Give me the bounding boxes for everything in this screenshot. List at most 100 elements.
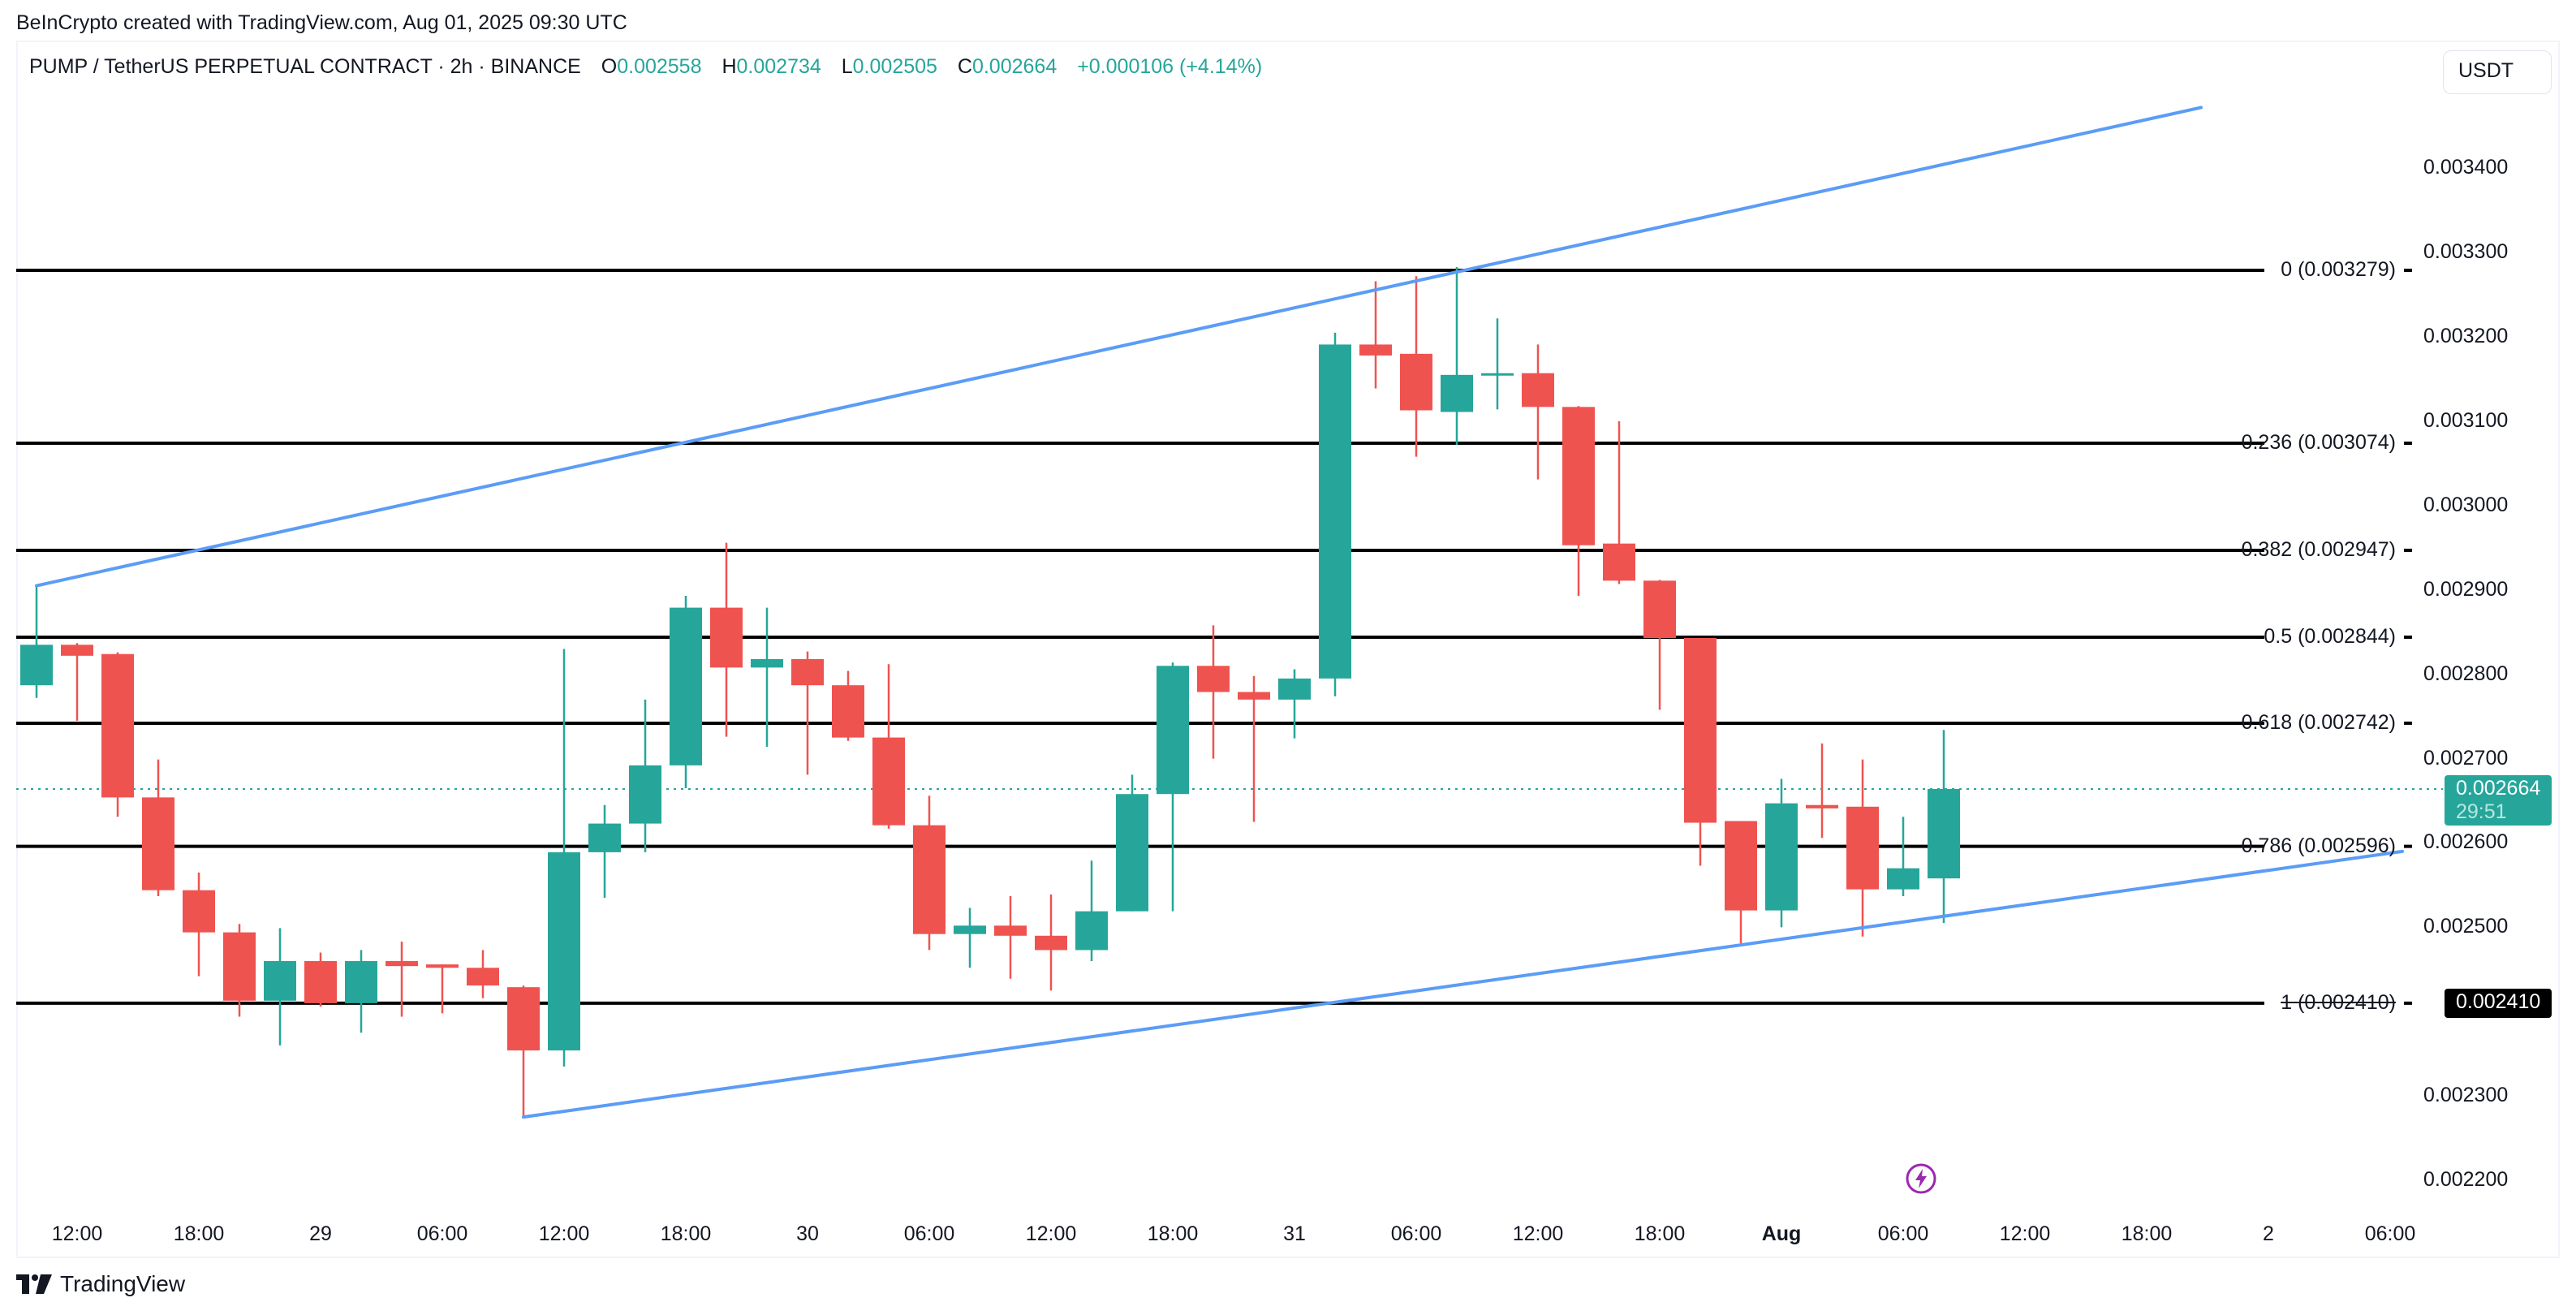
candle-up [1075,911,1108,951]
candle-up [1887,868,1919,890]
current-price-badge: 0.002664 29:51 [2445,775,2552,826]
candle-up [1441,374,1473,412]
time-axis-label: 12:00 [1512,1222,1564,1245]
time-axis-label: 12:00 [51,1222,103,1245]
time-axis-label: 18:00 [1147,1222,1199,1245]
candle-down [386,960,418,967]
candle-down [710,607,743,668]
time-axis-label: 06:00 [416,1222,468,1245]
candle-down [507,987,540,1051]
price-axis-label: 0.002700 [2423,746,2509,770]
high-value: 0.002734 [736,55,821,78]
candle-down [872,737,905,826]
candle-down [1806,804,1838,808]
time-axis-label: 06:00 [1390,1222,1442,1245]
time-axis-label: 06:00 [903,1222,955,1245]
candle-down [101,653,134,798]
candle-down [304,960,337,1003]
currency-unit-button[interactable]: USDT [2443,50,2552,94]
candle-down [1359,344,1392,356]
price-axis-label: 0.003100 [2423,408,2509,432]
chart-credit: BeInCrypto created with TradingView.com,… [16,11,627,34]
chart-frame [16,41,2560,1258]
fib-level-label: 0 (0.003279) [2281,258,2396,281]
price-axis-label: 0.002300 [2423,1084,2509,1107]
time-axis-label: 18:00 [2121,1222,2173,1245]
candle-down [832,685,864,738]
symbol-legend: PUMP / TetherUS PERPETUAL CONTRACT · 2h … [29,55,1262,79]
time-axis-label: 2 [2263,1222,2274,1245]
candle-down [1400,353,1432,411]
candle-up [1928,788,1960,879]
candle-up [264,960,296,1001]
time-axis-label: 06:00 [2364,1222,2416,1245]
time-axis-label: 12:00 [1999,1222,2051,1245]
candle-down [1846,806,1879,890]
candle-down [1603,543,1635,581]
tradingview-brand[interactable]: TradingView [16,1271,185,1297]
price-axis-label: 0.003000 [2423,493,2509,516]
high-label: H [722,55,737,78]
candle-up [751,658,783,668]
open-label: O [601,55,618,78]
candle-down [426,964,459,968]
candle-down [1238,692,1270,700]
candle-down [994,925,1027,936]
candle-down [1035,935,1067,951]
candle-down [791,658,824,686]
fib-price-badge: 0.002410 [2445,989,2552,1018]
time-axis-label: 12:00 [538,1222,590,1245]
current-price: 0.002664 [2456,777,2541,800]
price-axis-label: 0.002900 [2423,577,2509,601]
candle-down [1725,821,1757,911]
candle-up [20,645,53,686]
candle-down [1197,666,1230,692]
price-axis-label: 0.003400 [2423,156,2509,179]
fib-level-label: 1 (0.002410) [2281,990,2396,1014]
fib-level-label: 0.5 (0.002844) [2264,624,2396,648]
fib-level-label: 0.618 (0.002742) [2241,710,2396,734]
candle-up [1278,678,1311,700]
candle-up [1116,794,1148,912]
low-value: 0.002505 [852,55,937,78]
candle-up [1157,666,1189,795]
candle-countdown: 29:51 [2456,800,2507,823]
close-value: 0.002664 [971,55,1058,78]
price-axis-label: 0.003200 [2423,325,2509,348]
symbol-title[interactable]: PUMP / TetherUS PERPETUAL CONTRACT · 2h … [29,55,581,78]
candle-down [61,645,93,656]
candle-up [1481,373,1514,376]
time-axis-label: 18:00 [660,1222,712,1245]
fib-level-label: 0.382 (0.002947) [2241,537,2396,561]
time-axis-label: 30 [796,1222,819,1245]
candle-up [954,925,986,934]
price-axis-label: 0.002500 [2423,915,2509,938]
candle-down [1522,373,1554,407]
candle-up [1765,803,1798,911]
time-axis-label: 06:00 [1877,1222,1929,1245]
candle-down [913,825,946,934]
price-axis-label: 0.003300 [2423,240,2509,264]
candle-down [1562,407,1595,545]
fib-level-label: 0.786 (0.002596) [2241,834,2396,857]
candle-up [345,960,377,1003]
tradingview-logo-icon [16,1274,52,1294]
open-value: 0.002558 [617,55,702,78]
price-axis-label: 0.002600 [2423,830,2509,854]
time-axis-label: 18:00 [1634,1222,1686,1245]
candle-up [548,852,580,1051]
tradingview-wordmark: TradingView [60,1271,186,1296]
close-label: C [957,55,972,78]
fib-level-label: 0.236 (0.003074) [2241,430,2396,454]
candle-down [223,932,256,1001]
candle-up [1319,344,1351,679]
price-axis-label: 0.002800 [2423,662,2509,685]
lightning-event-icon[interactable] [1905,1162,1937,1195]
candle-down [183,890,215,933]
time-axis-label: 12:00 [1025,1222,1077,1245]
candle-down [1643,580,1676,639]
candle-up [670,607,702,765]
candle-down [142,797,174,890]
time-axis-label: 31 [1283,1222,1306,1245]
